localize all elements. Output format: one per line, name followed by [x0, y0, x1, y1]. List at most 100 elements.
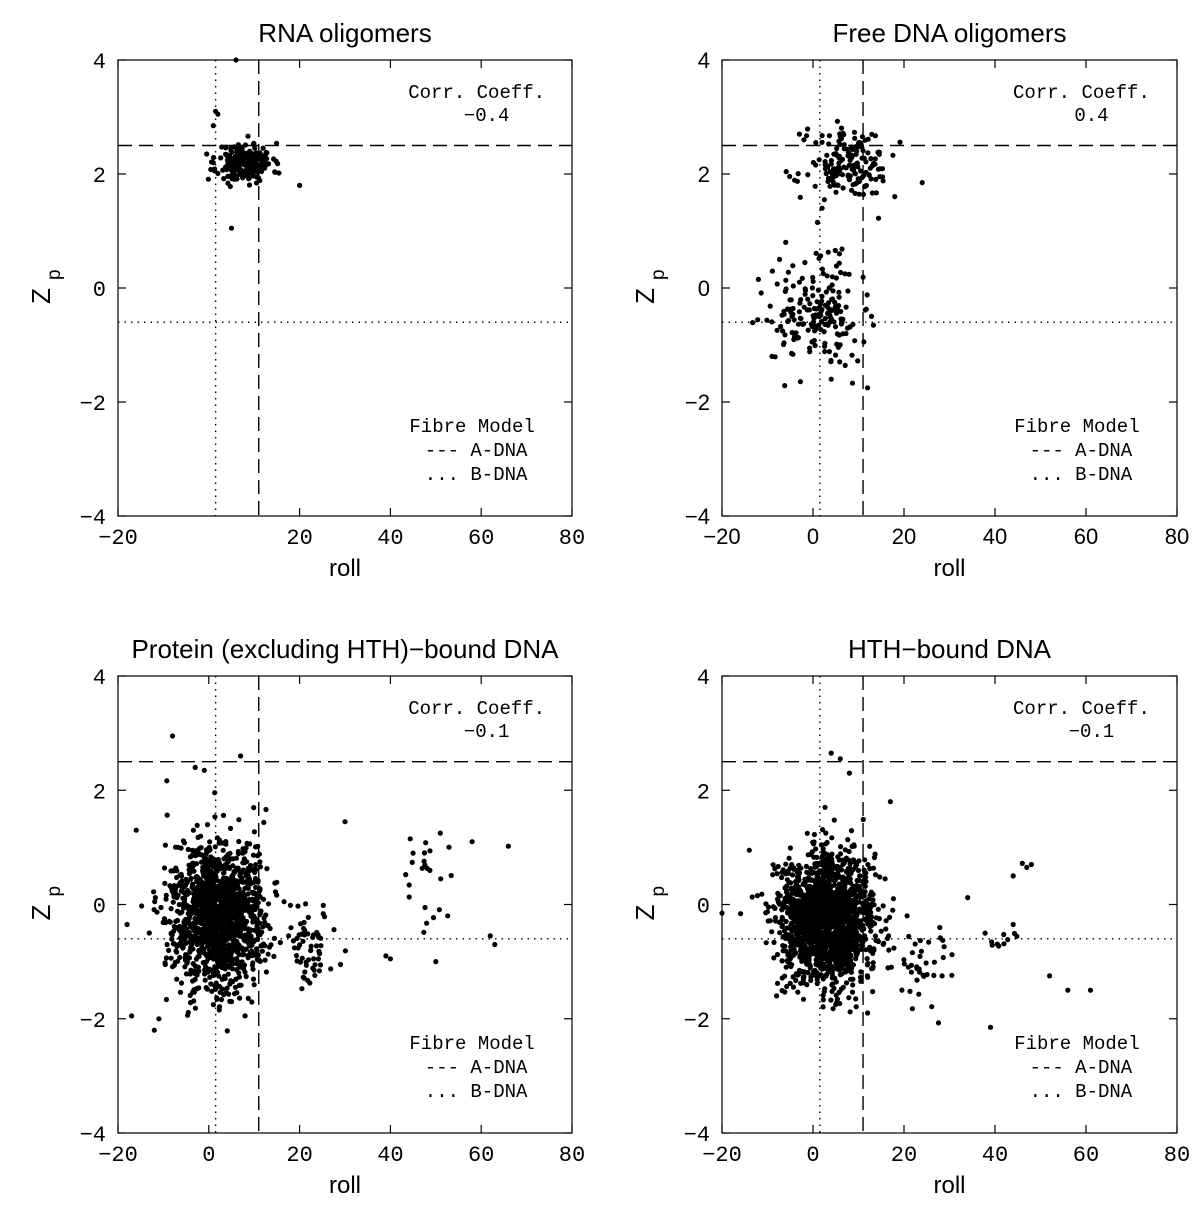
- data-point: [821, 866, 827, 873]
- data-point: [848, 953, 854, 959]
- data-point: [805, 932, 811, 938]
- data-point: [250, 976, 257, 982]
- data-point: [247, 929, 253, 935]
- data-point: [885, 965, 891, 971]
- data-point: [806, 307, 813, 313]
- data-point: [822, 159, 828, 165]
- data-point: [238, 921, 244, 927]
- data-point: [238, 982, 244, 988]
- data-point: [835, 941, 841, 947]
- data-point: [179, 943, 185, 949]
- data-point: [228, 999, 235, 1005]
- data-point: [801, 942, 807, 948]
- data-point: [843, 980, 850, 986]
- data-point: [800, 968, 806, 975]
- data-point: [852, 135, 858, 141]
- data-point: [845, 942, 851, 948]
- data-point: [239, 933, 245, 939]
- data-point: [239, 904, 245, 910]
- data-point: [791, 897, 797, 903]
- data-point: [263, 149, 269, 155]
- data-point: [227, 929, 233, 936]
- data-point: [824, 152, 830, 158]
- data-point: [314, 943, 320, 949]
- data-point: [807, 884, 813, 890]
- data-point: [244, 840, 250, 846]
- data-point: [781, 340, 787, 346]
- data-point: [890, 896, 897, 902]
- y-axis-label-subscript: p: [648, 886, 669, 897]
- data-point: [163, 955, 169, 961]
- data-point: [782, 989, 788, 995]
- data-point: [810, 159, 817, 166]
- data-point: [158, 904, 164, 911]
- data-point: [221, 176, 227, 182]
- data-point: [813, 250, 819, 256]
- data-point: [814, 886, 820, 892]
- data-point: [314, 929, 320, 936]
- data-point: [891, 945, 897, 951]
- data-point: [161, 916, 168, 922]
- corr-coeff-label: Corr. Coeff.: [1013, 82, 1150, 104]
- data-point: [185, 1009, 191, 1016]
- data-point: [190, 886, 196, 892]
- data-point: [817, 912, 823, 918]
- data-point: [880, 178, 886, 184]
- legend-a-dna: --- A-DNA: [425, 1057, 528, 1079]
- data-point: [170, 941, 176, 947]
- data-point: [814, 862, 820, 869]
- data-point: [205, 904, 211, 910]
- data-point: [926, 939, 932, 945]
- data-point: [257, 859, 263, 865]
- data-point: [220, 840, 226, 846]
- data-point: [251, 927, 257, 933]
- data-point: [937, 935, 943, 941]
- data-point: [203, 985, 209, 991]
- data-point: [839, 887, 845, 894]
- data-point: [797, 912, 804, 918]
- data-point: [196, 968, 202, 974]
- data-point: [824, 862, 830, 868]
- data-point: [281, 899, 287, 905]
- data-point: [210, 1002, 216, 1008]
- data-point: [833, 979, 839, 985]
- data-point: [174, 868, 180, 874]
- data-point: [780, 328, 786, 334]
- data-point: [794, 869, 800, 876]
- data-point: [846, 904, 852, 910]
- data-point: [780, 948, 786, 954]
- data-point: [199, 885, 205, 891]
- data-point: [407, 836, 413, 842]
- data-point: [822, 340, 828, 346]
- data-point: [755, 317, 761, 323]
- data-point: [265, 951, 271, 957]
- data-point: [234, 924, 240, 930]
- data-point: [342, 819, 348, 825]
- data-point: [232, 902, 238, 908]
- data-point: [823, 841, 829, 847]
- data-point: [812, 183, 818, 189]
- data-point: [914, 964, 920, 970]
- data-point: [254, 946, 260, 952]
- y-tick-label: −4: [685, 504, 710, 529]
- data-point: [1024, 864, 1030, 871]
- data-point: [220, 912, 226, 919]
- data-point: [802, 921, 809, 927]
- data-point: [821, 940, 827, 946]
- data-point: [272, 889, 279, 895]
- data-point: [987, 1024, 994, 1030]
- data-point: [487, 933, 493, 939]
- data-point: [787, 956, 793, 962]
- chart-title: RNA oligomers: [258, 18, 431, 48]
- data-point: [989, 942, 995, 948]
- data-point: [232, 868, 238, 874]
- data-point: [231, 930, 237, 936]
- data-point: [937, 924, 943, 931]
- data-point: [1005, 937, 1011, 943]
- data-point: [193, 956, 199, 962]
- data-point: [802, 935, 808, 941]
- data-point: [235, 142, 241, 148]
- data-point: [237, 872, 243, 878]
- scatter-panel-3: Protein (excluding HTH)−bound DNA−20 0 20 4…: [26, 634, 585, 1199]
- data-point: [904, 913, 910, 919]
